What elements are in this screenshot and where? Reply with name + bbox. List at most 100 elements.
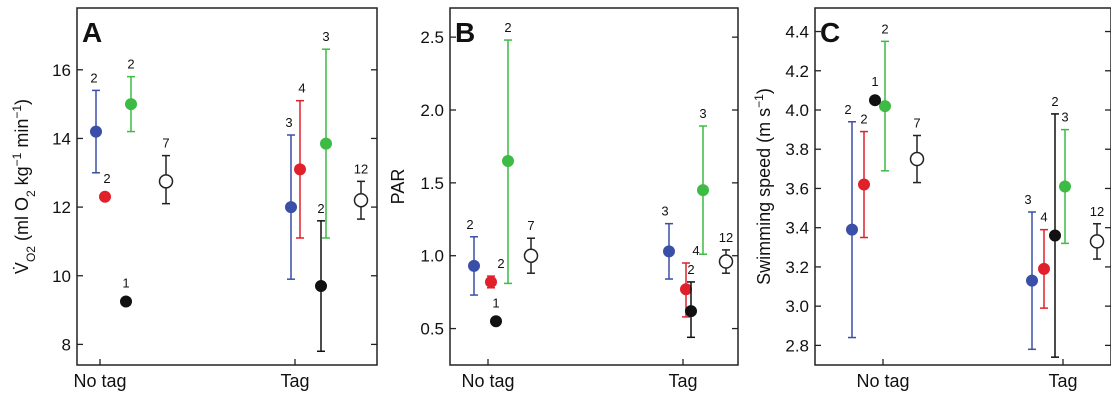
panel-letter: C — [820, 17, 840, 48]
panel-letter: B — [455, 17, 475, 48]
marker — [1049, 229, 1061, 242]
data-point-black: 1 — [120, 275, 132, 308]
y-tick-label: 14 — [52, 129, 71, 148]
panel-letter: A — [82, 17, 102, 48]
data-point-green: 3 — [1059, 110, 1071, 245]
n-label: 1 — [122, 275, 129, 290]
data-point-green: 2 — [879, 21, 891, 172]
x-category-label: No tag — [73, 371, 126, 391]
data-point-green: 3 — [320, 29, 332, 239]
marker — [320, 137, 332, 150]
marker — [1059, 180, 1071, 193]
n-label: 12 — [354, 161, 368, 176]
n-label: 7 — [527, 218, 534, 233]
marker-open — [158, 174, 174, 189]
y-tick-label: 3.4 — [785, 219, 809, 238]
n-label: 2 — [127, 57, 134, 72]
data-point-black: 2 — [1049, 94, 1061, 358]
y-tick-label: 4.0 — [785, 101, 809, 120]
n-label: 3 — [699, 106, 706, 121]
data-point-blue: 2 — [844, 102, 858, 339]
data-point-open: 12 — [353, 161, 369, 220]
marker — [685, 305, 697, 318]
marker — [846, 223, 858, 236]
marker — [90, 125, 102, 138]
y-tick-label: 4.2 — [785, 62, 809, 81]
y-axis-title: PAR — [388, 169, 408, 205]
x-category-label: No tag — [461, 371, 514, 391]
marker-open — [718, 254, 734, 269]
data-point-open: 7 — [158, 136, 174, 205]
y-tick-label: 3.0 — [785, 297, 809, 316]
marker — [120, 295, 132, 308]
data-point-red: 4 — [680, 243, 700, 318]
data-point-blue: 3 — [661, 204, 675, 280]
n-label: 2 — [687, 262, 694, 277]
n-label: 3 — [1024, 192, 1031, 207]
x-category-label: Tag — [1048, 371, 1077, 391]
y-tick-label: 16 — [52, 61, 71, 80]
plot-frame — [76, 7, 378, 366]
data-point-red: 4 — [1038, 210, 1050, 309]
n-label: 7 — [913, 116, 920, 131]
data-point-red: 2 — [485, 256, 505, 289]
data-point-open: 12 — [1089, 204, 1105, 260]
n-label: 4 — [298, 81, 305, 96]
data-point-green: 3 — [697, 106, 709, 256]
n-label: 2 — [504, 20, 511, 35]
plot-frame — [449, 7, 739, 366]
x-category-label: Tag — [280, 371, 309, 391]
y-tick-label: 12 — [52, 198, 71, 217]
marker — [697, 184, 709, 197]
marker — [663, 245, 675, 258]
n-label: 2 — [466, 217, 473, 232]
marker-open — [1089, 234, 1105, 249]
y-axis-title: Swimming speed (m s−1) — [752, 88, 774, 285]
marker — [99, 190, 111, 203]
n-label: 2 — [317, 201, 324, 216]
data-point-blue: 3 — [285, 115, 297, 280]
marker — [294, 163, 306, 176]
n-label: 3 — [285, 115, 292, 130]
marker — [468, 259, 480, 272]
marker — [285, 201, 297, 214]
y-tick-label: 4.4 — [785, 23, 809, 42]
marker — [485, 275, 497, 288]
data-point-red: 2 — [858, 112, 870, 239]
n-label: 2 — [844, 102, 851, 117]
data-point-black: 2 — [315, 201, 327, 353]
marker — [490, 315, 502, 328]
n-label: 2 — [90, 70, 97, 85]
marker-open — [353, 192, 369, 208]
y-tick-label: 3.8 — [785, 140, 809, 159]
marker — [315, 280, 327, 293]
y-tick-label: 8 — [62, 335, 71, 354]
data-point-black: 1 — [869, 74, 881, 107]
y-tick-label: 0.5 — [420, 320, 444, 339]
x-category-label: Tag — [668, 371, 697, 391]
marker — [1038, 262, 1050, 275]
marker — [1026, 274, 1038, 287]
marker — [502, 155, 514, 167]
data-point-black: 2 — [685, 262, 697, 339]
data-point-open: 7 — [909, 116, 925, 184]
n-label: 2 — [497, 256, 504, 271]
n-label: 1 — [871, 74, 878, 89]
data-point-open: 12 — [718, 230, 734, 274]
y-tick-label: 1.0 — [420, 247, 444, 266]
y-tick-label: 10 — [52, 267, 71, 286]
n-label: 2 — [103, 171, 110, 186]
plot-frame — [814, 7, 1111, 366]
data-point-green: 2 — [502, 20, 514, 285]
y-tick-label: 3.2 — [785, 258, 809, 277]
y-axis-title: V̇O2 (ml O2 kg−1 min−1) — [10, 99, 38, 274]
marker — [879, 100, 891, 113]
n-label: 12 — [1090, 204, 1104, 219]
n-label: 3 — [322, 29, 329, 44]
y-tick-label: 2.8 — [785, 336, 809, 355]
n-label: 3 — [661, 204, 668, 219]
